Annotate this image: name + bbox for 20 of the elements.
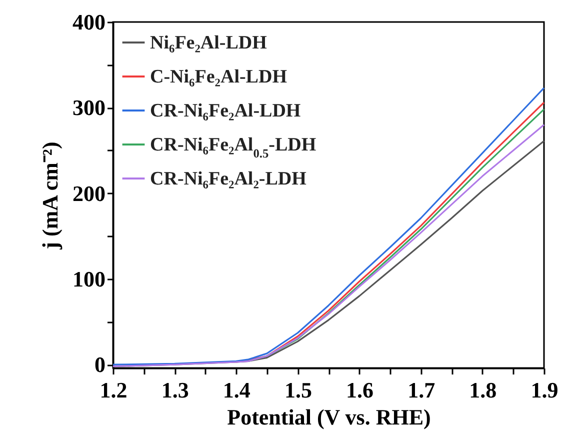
legend-label: CR-Ni₆Fe₂Al₂-LDH	[150, 168, 307, 190]
x-tick-label: 1.6	[346, 378, 374, 402]
x-tick-label: 1.9	[530, 378, 558, 402]
x-axis-title: Potential (V vs. RHE)	[227, 404, 431, 430]
y-tick-label: 300	[72, 95, 106, 120]
y-tick-label: 200	[72, 180, 106, 206]
y-axis-title: j (mA cm⁻²)	[38, 142, 62, 250]
x-tick-label: 1.7	[408, 378, 436, 402]
legend-label: CR-Ni₆Fe₂Al-LDH	[150, 100, 301, 122]
x-tick-label: 1.5	[284, 378, 312, 402]
x-tick-label: 1.2	[100, 378, 128, 402]
y-tick-label: 0	[94, 352, 106, 378]
legend-label: C-Ni₆Fe₂Al-LDH	[150, 66, 288, 88]
x-tick-label: 1.4	[222, 378, 250, 402]
y-tick-label: 100	[72, 266, 106, 292]
y-tick-label: 400	[72, 10, 106, 34]
x-tick-label: 1.3	[161, 378, 189, 402]
legend-label: Ni₆Fe₂Al-LDH	[150, 32, 268, 54]
legend-label: CR-Ni₆Fe₂Al$_{0.5}$-LDH	[150, 134, 316, 160]
x-tick-label: 1.8	[469, 378, 497, 402]
